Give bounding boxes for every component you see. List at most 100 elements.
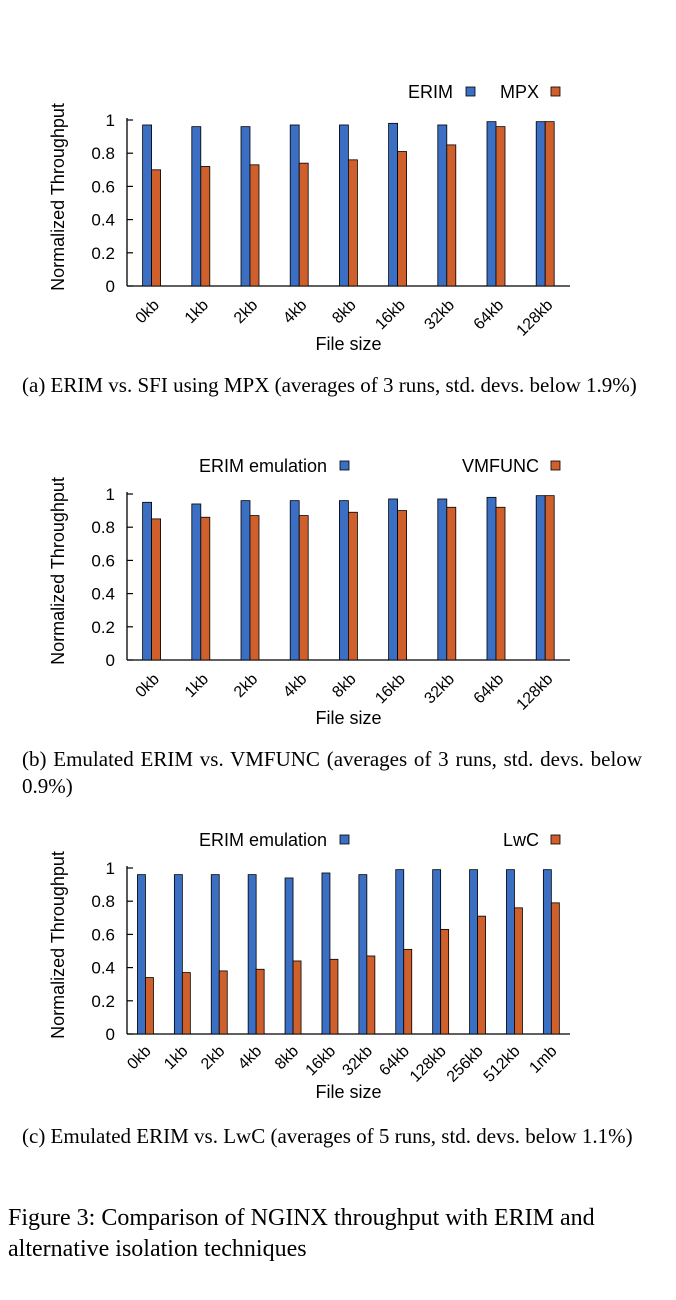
bar-lwc-16kb: [329, 958, 339, 1035]
bar-erim-emulation-2kb: [210, 874, 220, 1035]
x-tick-label: 2kb: [231, 671, 261, 701]
x-tick-label: 2kb: [198, 1043, 228, 1073]
y-tick-label: 0.8: [91, 144, 115, 163]
y-axis-label: Normalized Throughput: [48, 477, 68, 665]
bar-lwc-2kb: [218, 970, 228, 1035]
bar-erim-2kb: [240, 126, 251, 287]
bar-vmfunc-4kb: [298, 515, 309, 661]
bar-erim-emulation-16kb: [321, 872, 331, 1035]
bar-erim-emulation-1kb: [191, 503, 202, 661]
x-tick-label: 512kb: [481, 1043, 524, 1086]
bar-vmfunc-128kb: [544, 495, 555, 661]
bar-erim-emulation-2kb: [240, 500, 251, 661]
legend-swatch: [550, 86, 561, 97]
legend-swatch: [550, 460, 561, 471]
bar-erim-emulation-64kb: [395, 869, 405, 1035]
x-tick-label: 128kb: [514, 671, 557, 714]
x-tick-label: 64kb: [471, 671, 508, 708]
y-tick-label: 1: [106, 111, 115, 130]
bar-erim-16kb: [388, 122, 399, 287]
x-tick-label: 256kb: [444, 1043, 487, 1086]
x-tick-label: 16kb: [303, 1043, 340, 1080]
bar-erim-emulation-8kb: [284, 877, 294, 1035]
y-tick-label: 0: [106, 651, 115, 670]
bar-lwc-0kb: [145, 977, 154, 1035]
bar-lwc-8kb: [292, 960, 302, 1035]
bar-erim-emulation-32kb: [358, 874, 368, 1035]
bar-erim-emulation-64kb: [486, 496, 497, 661]
legend-label: VMFUNC: [462, 456, 539, 476]
bar-erim-64kb: [486, 121, 497, 287]
chart-0: 0 0.2 0.4 0.6 0.8 1 Normalized Throughput 0kb 1k…: [48, 82, 570, 354]
bar-erim-emulation-1mb: [542, 869, 552, 1035]
x-axis-label: File size: [315, 1082, 381, 1102]
bar-erim-emulation-128kb: [535, 495, 546, 661]
chart-2: 0 0.2 0.4 0.6 0.8 1 Normalized Throughput 0kb 1k…: [48, 830, 570, 1102]
bar-mpx-64kb: [495, 126, 506, 287]
bar-erim-32kb: [437, 124, 448, 287]
bar-erim-emulation-4kb: [247, 874, 257, 1035]
bar-vmfunc-32kb: [446, 506, 457, 661]
bar-lwc-64kb: [403, 948, 413, 1035]
x-tick-label: 128kb: [407, 1043, 450, 1086]
bar-vmfunc-1kb: [200, 516, 211, 661]
bar-mpx-0kb: [151, 169, 162, 287]
x-tick-label: 1kb: [182, 297, 212, 327]
y-tick-label: 0.4: [91, 959, 115, 978]
legend-swatch: [465, 86, 476, 97]
y-tick-label: 0.8: [91, 518, 115, 537]
bar-erim-emulation-512kb: [506, 869, 515, 1035]
bar-lwc-4kb: [255, 968, 265, 1035]
bar-lwc-512kb: [514, 907, 523, 1035]
bar-erim-0kb: [142, 124, 153, 287]
x-axis-label: File size: [315, 708, 381, 728]
bar-erim-emulation-0kb: [142, 501, 153, 661]
bar-erim-emulation-16kb: [388, 498, 399, 661]
bar-lwc-128kb: [440, 929, 450, 1035]
x-tick-label: 32kb: [339, 1043, 376, 1080]
bar-lwc-256kb: [477, 915, 486, 1035]
bar-vmfunc-8kb: [347, 511, 358, 661]
bar-vmfunc-0kb: [151, 518, 162, 661]
x-tick-label: 16kb: [372, 297, 409, 334]
y-tick-label: 0: [106, 277, 115, 296]
y-tick-label: 0.6: [91, 551, 115, 570]
legend-swatch: [339, 460, 350, 471]
y-tick-label: 0.8: [91, 892, 115, 911]
legend-label: MPX: [500, 82, 539, 102]
x-tick-label: 1kb: [182, 671, 212, 701]
x-tick-label: 4kb: [280, 671, 310, 701]
caption-a: (a) ERIM vs. SFI using MPX (averages of …: [22, 373, 637, 397]
x-axis-label: File size: [315, 334, 381, 354]
y-tick-label: 0.2: [91, 992, 115, 1011]
y-tick-label: 0.2: [91, 244, 115, 263]
legend-label: ERIM emulation: [199, 830, 327, 850]
bar-erim-emulation-32kb: [437, 498, 448, 661]
x-tick-label: 8kb: [329, 671, 359, 701]
bar-erim-8kb: [338, 124, 349, 287]
bar-erim-emulation-4kb: [289, 500, 300, 661]
bar-vmfunc-2kb: [249, 515, 260, 661]
x-tick-label: 8kb: [272, 1043, 302, 1073]
y-tick-label: 1: [106, 859, 115, 878]
legend-label: LwC: [503, 830, 539, 850]
bar-erim-128kb: [535, 121, 546, 287]
x-tick-label: 128kb: [514, 297, 557, 340]
x-tick-label: 1mb: [526, 1043, 560, 1077]
bar-erim-4kb: [289, 124, 300, 287]
y-tick-label: 1: [106, 485, 115, 504]
bar-mpx-2kb: [249, 164, 260, 287]
x-tick-label: 2kb: [231, 297, 261, 327]
bar-vmfunc-16kb: [397, 510, 408, 661]
bar-mpx-4kb: [298, 162, 309, 287]
caption-b: (b) Emulated ERIM vs. VMFUNC (averages o…: [22, 747, 642, 798]
bar-erim-emulation-0kb: [137, 874, 146, 1035]
bar-erim-emulation-8kb: [338, 500, 349, 661]
x-tick-label: 1kb: [161, 1043, 191, 1073]
caption-c: (c) Emulated ERIM vs. LwC (averages of 5…: [22, 1124, 633, 1148]
bar-erim-emulation-256kb: [469, 869, 478, 1035]
y-axis-label: Normalized Throughput: [48, 851, 68, 1039]
y-axis-label: Normalized Throughput: [48, 103, 68, 291]
y-tick-label: 0.4: [91, 211, 115, 230]
